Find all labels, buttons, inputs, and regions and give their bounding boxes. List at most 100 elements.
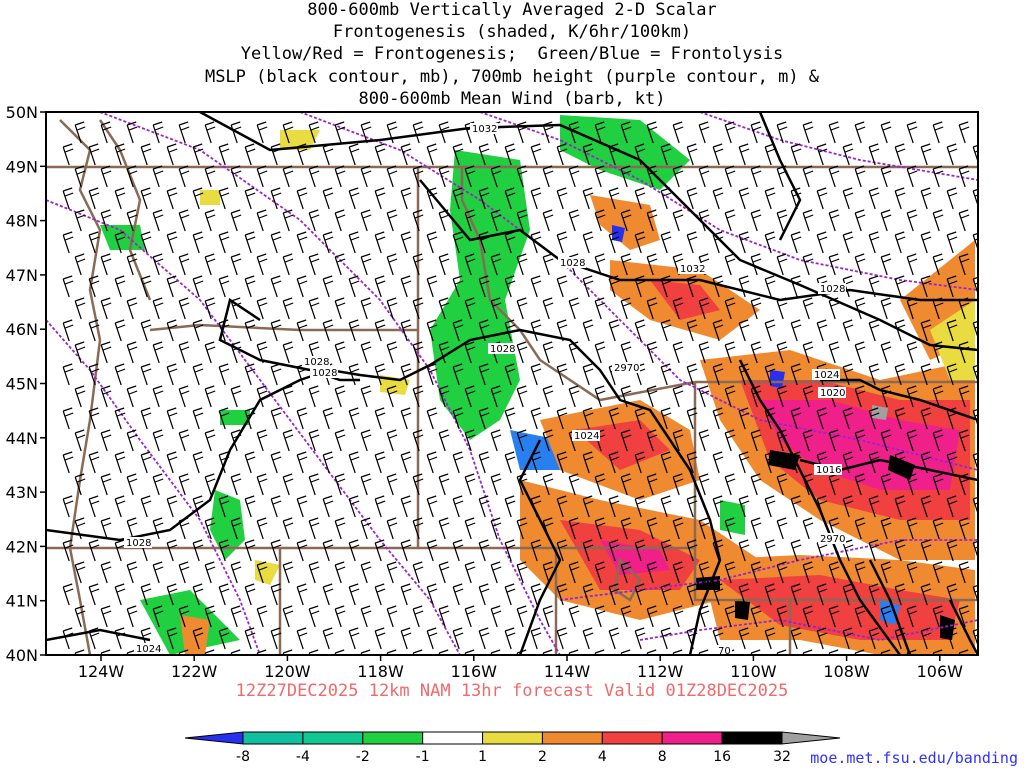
wind-barb (802, 253, 814, 276)
wind-barb (74, 121, 86, 144)
wind-barb (230, 253, 242, 276)
wind-barb (842, 495, 854, 518)
wind-barb (920, 143, 932, 166)
wind-barb (556, 451, 568, 474)
wind-barb (620, 517, 632, 540)
wind-barb (646, 341, 658, 364)
wind-barb (686, 275, 698, 298)
wind-barb (985, 122, 995, 143)
wind-barb (698, 165, 710, 188)
wind-barb (88, 363, 100, 386)
wind-barb (828, 649, 840, 655)
wind-barb (426, 231, 438, 254)
wind-barb (958, 209, 970, 232)
wind-barb (724, 473, 736, 496)
wind-barb (516, 473, 528, 496)
wind-barb (776, 649, 788, 655)
wind-barb (464, 473, 476, 496)
wind-barb (126, 165, 138, 188)
wind-barb (958, 561, 970, 584)
wind-barb (374, 187, 386, 210)
wind-barb (776, 561, 788, 584)
wind-barb (946, 319, 958, 342)
wind-barb (360, 605, 372, 628)
lon-tick-label: 106W (917, 662, 964, 681)
wind-barb (854, 429, 866, 452)
wind-barb (152, 385, 164, 408)
colorbar-high-arrow (781, 731, 841, 745)
wind-barb (490, 473, 502, 496)
mslp-label: 1028 (820, 284, 845, 295)
wind-barb (114, 407, 126, 430)
wind-barb (686, 627, 698, 650)
wind-barb (920, 451, 932, 474)
wind-barb (802, 165, 814, 188)
wind-barb (894, 407, 906, 430)
wind-barb (308, 473, 320, 496)
wind-barb (218, 627, 230, 650)
wind-barb (218, 583, 230, 606)
wind-barb (906, 429, 918, 452)
map-field: 1032 1028 1032 1028 1028 1028 1028 1024 … (46, 112, 995, 671)
wind-barb (412, 385, 424, 408)
frontogenesis-shading (100, 115, 975, 655)
wind-barb (608, 539, 620, 562)
wind-barb (504, 231, 516, 254)
wind-barb (282, 473, 294, 496)
wind-barb (985, 430, 995, 451)
wind-barb (946, 451, 958, 474)
wind-barb (426, 627, 438, 650)
wind-barb (126, 209, 138, 232)
wind-barb (634, 407, 646, 430)
wind-barb (178, 385, 190, 408)
lon-tick-label: 118W (357, 662, 404, 681)
wind-barb (244, 451, 256, 474)
wind-barb (308, 209, 320, 232)
wind-barb (958, 341, 970, 364)
wind-barb (568, 473, 580, 496)
wind-barb (906, 561, 918, 584)
wind-barb (360, 209, 372, 232)
wind-barb (958, 517, 970, 540)
wind-barb (790, 231, 802, 254)
wind-barb (178, 605, 190, 628)
wind-barb (204, 517, 216, 540)
wind-barb (412, 297, 424, 320)
wind-barb (698, 649, 710, 655)
wind-barb (178, 561, 190, 584)
wind-barb (100, 517, 112, 540)
wind-barb (204, 209, 216, 232)
wind-barb (542, 561, 554, 584)
wind-barb (218, 407, 230, 430)
wind-barb (348, 275, 360, 298)
wind-barb (464, 209, 476, 232)
wind-barb (256, 385, 268, 408)
wind-barb (256, 209, 268, 232)
wind-barb (542, 473, 554, 496)
wind-barb (166, 143, 178, 166)
wind-barb (646, 165, 658, 188)
wind-barb (348, 407, 360, 430)
wind-barb (374, 583, 386, 606)
wind-barb (634, 495, 646, 518)
wind-barb (88, 495, 100, 518)
wind-barb (634, 451, 646, 474)
wind-barb (360, 561, 372, 584)
wind-barb (985, 650, 995, 671)
wind-barb (646, 297, 658, 320)
wind-barb (126, 385, 138, 408)
wind-barb (542, 649, 554, 655)
wind-barb (854, 341, 866, 364)
wind-barb (556, 231, 568, 254)
wind-barb (412, 429, 424, 452)
wind-barb (582, 583, 594, 606)
lon-tick-label: 120W (264, 662, 311, 681)
wind-barb (178, 253, 190, 276)
wind-barb (270, 275, 282, 298)
wind-barb (530, 143, 542, 166)
wind-barb (932, 297, 944, 320)
wind-barb (296, 143, 308, 166)
wind-barb (244, 319, 256, 342)
wind-barb (348, 143, 360, 166)
wind-barb (920, 407, 932, 430)
